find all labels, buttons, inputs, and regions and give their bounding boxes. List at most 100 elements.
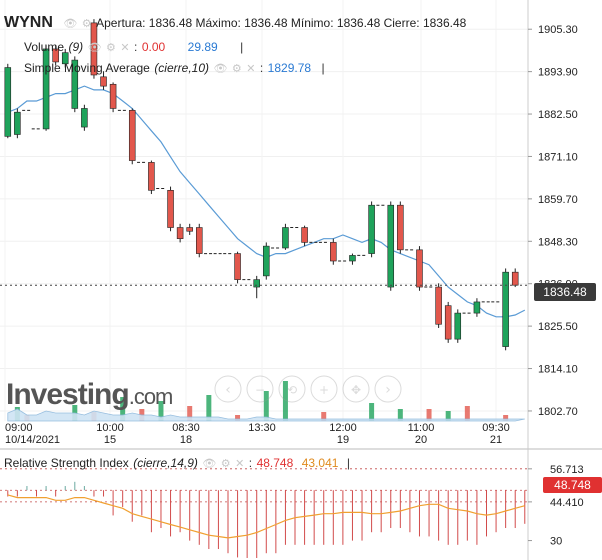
candle-body [397,204,404,251]
settings-icon[interactable]: ⚙ [220,458,231,470]
price-tick-label: 1882.50 [538,109,578,121]
candle-body [42,48,50,130]
candle [100,71,107,90]
settings-icon[interactable]: ⚙ [81,18,92,30]
rsi-signal-line [7,494,525,539]
candle [502,268,509,351]
candles-layer [4,19,519,351]
scroll-right-glyph: › [385,382,391,398]
candle-body [100,76,107,87]
candle [71,56,79,113]
price-tick-label: 1905.30 [538,24,578,36]
sma-colon: : [259,61,264,75]
rsi-legend: Relative Strength Index (cierre,14,9) 👁 … [4,454,350,472]
candle-body [61,52,69,65]
volume-colon: : [134,40,138,54]
volume-bar [397,409,403,421]
zoom-in-glyph: + [319,383,329,397]
candle [263,242,270,280]
rsi-histogram [7,481,526,558]
price-tick-label: 1814.10 [538,364,578,376]
settings-icon[interactable]: ⚙ [106,42,116,54]
rsi-signal-polyline [7,494,525,539]
candle-body [502,271,509,347]
candle-body [473,301,481,314]
time-tick-label: 12:00 [329,422,357,434]
volume-bar [503,415,509,421]
reset-icon[interactable] [278,375,306,403]
scroll-right-icon[interactable] [374,375,402,403]
candle [349,253,356,265]
chart-navigation: ‹ − ⟲ + ✥ › [214,375,402,403]
time-tick-label: 13:30 [248,422,276,434]
rsi-label: Relative Strength Index [4,456,129,470]
date-tick-label: 18 [180,434,192,446]
close-icon[interactable]: ✕ [246,63,256,75]
volume-bar [263,391,269,421]
candle [330,238,337,265]
last-price-tag: 1836.48 [534,283,596,301]
candle-body [186,227,193,232]
price-tick-label: 1859.70 [538,194,578,206]
volume-bar [187,406,193,421]
volume-param: (9) [68,40,84,54]
eye-icon[interactable]: 👁 [63,18,78,30]
date-tick-label: 20 [415,434,427,446]
candle-body [52,48,59,63]
volume-value-red: 0.00 [141,40,166,54]
candle [109,82,117,113]
volume-bar [369,403,375,421]
watermark-brand: Investing [6,378,130,411]
pan-icon[interactable] [342,375,370,403]
investing-watermark: Investing.com [6,378,173,412]
candle [511,268,519,288]
close-icon[interactable]: ✕ [120,42,130,54]
candle [52,45,59,66]
price-tick-label: 1802.70 [538,406,578,418]
candle [4,63,12,139]
candle [435,283,442,328]
time-tick-label: 10:00 [96,422,124,434]
date-tick-label: 15 [104,434,116,446]
candle [128,108,136,165]
sma-separator: | [321,61,325,75]
ohlc-readout: Apertura: 1836.48 Máximo: 1836.48 Mínimo… [96,16,467,30]
rsi-value-tag: 48.748 [543,477,602,493]
candle [90,19,98,79]
date-tick-label: 19 [337,434,349,446]
settings-icon[interactable]: ⚙ [231,63,242,75]
pan-glyph: ✥ [351,383,361,397]
volume-bar [120,397,126,421]
rsi-separator: | [346,456,350,470]
candle-body [454,312,462,340]
date-tick-label: 10/14/2021 [5,434,60,446]
candle-body [234,253,241,280]
sma-legend: Simple Moving Average (cierre,10) 👁 ⚙ ✕ … [24,59,325,77]
volume-bar [321,412,327,421]
eye-icon[interactable]: 👁 [202,458,217,470]
zoom-in-icon[interactable] [310,375,338,403]
rsi-tick-label: 56.713 [550,464,584,476]
candle-body [416,249,423,288]
candle [234,251,241,284]
candle [42,45,50,131]
candle [387,201,395,291]
candle [397,201,404,254]
volume-bar [282,381,288,421]
zoom-out-icon[interactable] [246,375,274,403]
eye-icon[interactable]: 👁 [87,42,102,54]
price-tick-label: 1871.10 [538,151,578,163]
sma-value: 1829.78 [267,61,312,75]
rsi-tick-label: 44.410 [550,497,584,509]
candle [148,160,155,195]
scroll-left-glyph: ‹ [225,382,231,398]
rsi-value-orange: 43.041 [301,456,339,470]
close-icon[interactable]: ✕ [235,458,245,470]
rsi-value-red: 48.748 [256,456,294,470]
rsi-tick-label: 30 [550,536,562,548]
eye-icon[interactable]: 👁 [213,63,228,75]
candle [176,223,184,243]
rsi-colon: : [248,456,253,470]
scroll-left-icon[interactable] [214,375,242,403]
candle-body [14,111,21,135]
